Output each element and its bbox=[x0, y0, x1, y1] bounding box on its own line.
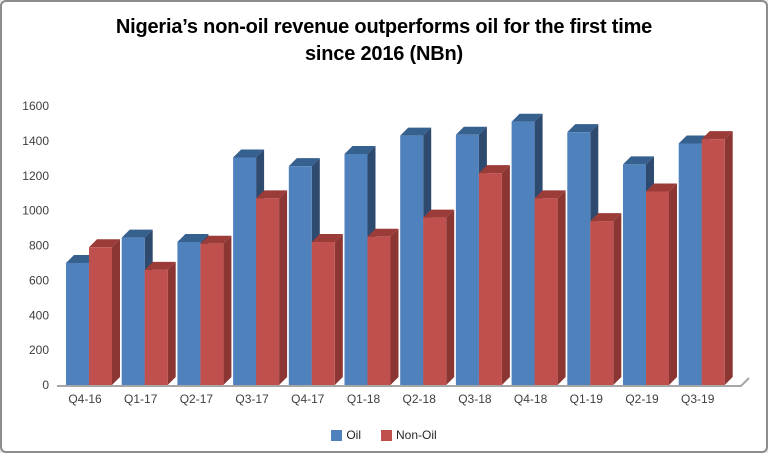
bar-non-oil-q4-16-side bbox=[112, 239, 120, 385]
bar-non-oil-q3-19 bbox=[701, 139, 725, 385]
bar-oil-q1-19 bbox=[567, 132, 591, 385]
y-tick-label-1000: 1000 bbox=[22, 204, 49, 218]
bar-non-oil-q4-16-top bbox=[89, 239, 120, 248]
x-tick-label-q4-18: Q4-18 bbox=[514, 392, 548, 406]
bar-oil-q4-16 bbox=[66, 262, 89, 385]
bar-non-oil-q2-17-side bbox=[223, 235, 232, 385]
bar-oil-q3-19 bbox=[678, 143, 702, 385]
bar-non-oil-q1-17-side bbox=[167, 261, 176, 385]
bar-non-oil-q4-17-side bbox=[334, 234, 343, 385]
bar-non-oil-q3-17 bbox=[256, 198, 280, 385]
bar-non-oil-q1-19-side bbox=[613, 213, 622, 385]
y-tick-label-1600: 1600 bbox=[22, 99, 49, 113]
bar-oil-q2-19-top bbox=[623, 156, 654, 165]
bar-non-oil-q2-19 bbox=[646, 191, 669, 385]
bar-non-oil-q3-18 bbox=[478, 173, 502, 385]
bar-non-oil-q1-18-side bbox=[390, 228, 399, 385]
bar-oil-q3-18-top bbox=[455, 126, 487, 135]
bar-oil-q4-18 bbox=[511, 121, 535, 385]
legend-label-non-oil: Non-Oil bbox=[395, 428, 437, 442]
bar-non-oil-q1-17 bbox=[144, 269, 168, 385]
bar-oil-q1-18 bbox=[344, 153, 368, 385]
x-tick-label-q1-18: Q1-18 bbox=[347, 392, 381, 406]
bar-oil-q4-18-top bbox=[511, 113, 543, 122]
bar-non-oil-q2-18 bbox=[423, 217, 447, 385]
x-tick-label-q3-18: Q3-18 bbox=[458, 392, 492, 406]
x-tick-label-q4-16: Q4-16 bbox=[68, 392, 102, 406]
chart-title: Nigeria’s non-oil revenue outperforms oi… bbox=[2, 14, 766, 68]
x-tick-label-q3-19: Q3-19 bbox=[681, 392, 715, 406]
bar-non-oil-q2-18-top bbox=[423, 209, 455, 218]
bar-oil-q1-17-top bbox=[121, 229, 153, 238]
legend: Oil Non-Oil bbox=[2, 425, 766, 445]
bar-oil-q3-17 bbox=[233, 157, 257, 385]
y-tick-label-200: 200 bbox=[29, 343, 49, 357]
bar-oil-q1-19-top bbox=[567, 124, 599, 133]
bar-oil-q2-17 bbox=[177, 242, 201, 385]
x-tick-label-q3-17: Q3-17 bbox=[235, 392, 269, 406]
bar-non-oil-q4-17 bbox=[311, 242, 335, 385]
x-tick-label-q2-18: Q2-18 bbox=[403, 392, 437, 406]
bar-non-oil-q4-17-top bbox=[311, 234, 343, 243]
x-tick-label-q1-19: Q1-19 bbox=[570, 392, 604, 406]
bar-oil-q3-18 bbox=[455, 134, 479, 385]
bar-non-oil-q1-18 bbox=[367, 236, 391, 385]
y-tick-label-1400: 1400 bbox=[22, 134, 49, 148]
bar-oil-q3-17-top bbox=[233, 149, 265, 158]
x-tick-label-q2-17: Q2-17 bbox=[180, 392, 214, 406]
bar-non-oil-q4-16 bbox=[89, 247, 112, 385]
bar-non-oil-q3-18-side bbox=[501, 165, 510, 385]
bar-non-oil-q2-19-top bbox=[646, 183, 677, 192]
bar-oil-q2-17-top bbox=[177, 234, 209, 243]
bar-non-oil-q4-18-side bbox=[557, 190, 566, 385]
chart-title-line2: since 2016 (NBn) bbox=[305, 43, 463, 65]
bar-non-oil-q3-17-top bbox=[256, 190, 288, 199]
bar-oil-q1-18-top bbox=[344, 145, 376, 154]
y-tick-label-0: 0 bbox=[42, 378, 49, 392]
bar-oil-q2-19 bbox=[623, 164, 646, 385]
bar-non-oil-q3-17-side bbox=[279, 190, 288, 385]
y-tick-label-800: 800 bbox=[29, 239, 49, 253]
bar-oil-q1-17 bbox=[121, 237, 145, 385]
x-axis-line bbox=[57, 377, 750, 387]
x-tick-label-q1-17: Q1-17 bbox=[124, 392, 158, 406]
bar-non-oil-q1-17-top bbox=[144, 261, 176, 270]
bar-non-oil-q4-18-top bbox=[534, 190, 566, 199]
bar-oil-q4-17 bbox=[288, 166, 312, 385]
bar-non-oil-q2-18-side bbox=[446, 209, 455, 385]
legend-swatch-non-oil bbox=[380, 429, 392, 441]
legend-swatch-oil bbox=[331, 429, 343, 441]
y-tick-label-1200: 1200 bbox=[22, 169, 49, 183]
bar-non-oil-q3-18-top bbox=[478, 165, 510, 174]
x-tick-label-q4-17: Q4-17 bbox=[291, 392, 325, 406]
bar-non-oil-q1-18-top bbox=[367, 228, 399, 237]
legend-label-oil: Oil bbox=[346, 428, 361, 442]
bar-non-oil-q3-19-side bbox=[724, 131, 733, 385]
bar-non-oil-q2-17-top bbox=[200, 235, 232, 244]
x-tick-label-q2-19: Q2-19 bbox=[625, 392, 659, 406]
bar-oil-q2-18 bbox=[400, 135, 424, 385]
y-tick-label-400: 400 bbox=[29, 308, 49, 322]
bar-oil-q4-17-top bbox=[288, 158, 320, 167]
y-tick-label-600: 600 bbox=[29, 273, 49, 287]
bar-non-oil-q2-19-side bbox=[669, 183, 677, 385]
legend-item-oil: Oil bbox=[331, 428, 361, 442]
bar-non-oil-q1-19 bbox=[590, 221, 614, 385]
bar-non-oil-q1-19-top bbox=[590, 213, 622, 222]
bar-non-oil-q2-17 bbox=[200, 243, 224, 385]
bar-non-oil-q3-19-top bbox=[701, 131, 733, 140]
bar-oil-q2-18-top bbox=[400, 127, 432, 136]
bar-non-oil-q4-18 bbox=[534, 198, 558, 385]
legend-item-non-oil: Non-Oil bbox=[380, 428, 437, 442]
chart-title-line1: Nigeria’s non-oil revenue outperforms oi… bbox=[115, 16, 653, 38]
